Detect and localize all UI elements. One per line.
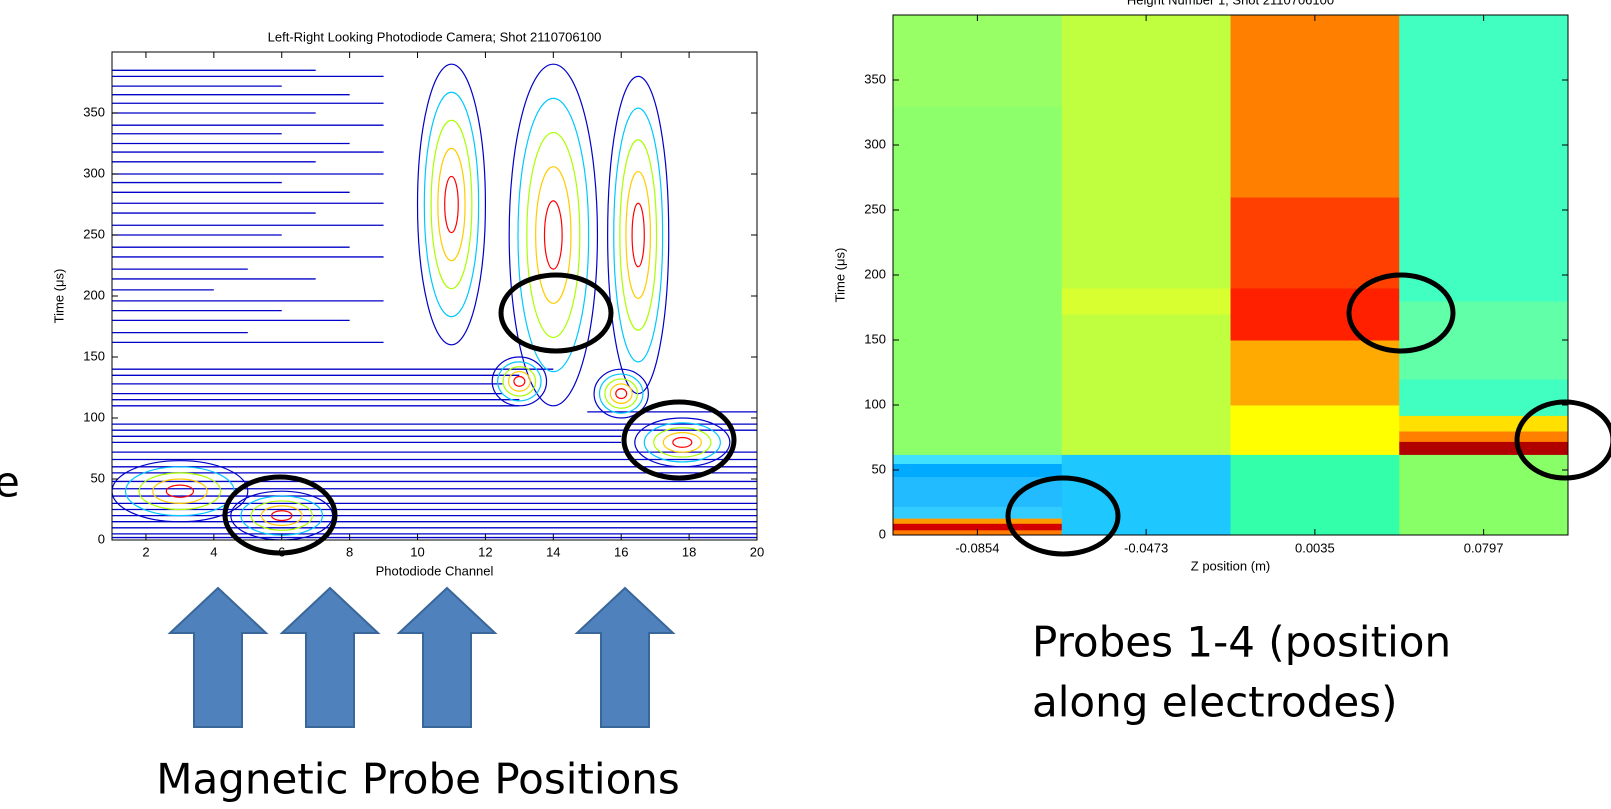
contour-ring <box>673 438 692 448</box>
plot-area <box>893 15 1569 536</box>
y-tick-label: 250 <box>864 201 886 216</box>
y-axis-label: Time (μs) <box>832 248 847 303</box>
y-tick-label: 200 <box>83 287 105 302</box>
heat-cell <box>1399 415 1568 431</box>
probe-arrows <box>170 588 673 727</box>
x-tick-label: 16 <box>614 544 628 559</box>
y-tick-label: 300 <box>864 136 886 151</box>
caption: Magnetic Probe Positions <box>156 755 680 804</box>
arrow <box>577 588 673 727</box>
contour-ring <box>445 176 459 232</box>
contour-ring <box>498 362 541 401</box>
heat-cell <box>893 518 1062 524</box>
y-tick-label: 150 <box>83 348 105 363</box>
y-tick-label: 250 <box>83 226 105 241</box>
heat-cell <box>1399 15 1568 302</box>
contour-ring <box>632 203 644 266</box>
y-axis-label: Time (μs) <box>51 269 66 324</box>
heat-cell <box>893 454 1062 464</box>
x-tick-label: 14 <box>546 544 560 559</box>
contour-ring <box>492 357 546 406</box>
heat-cell <box>1062 314 1231 455</box>
x-tick-label: -0.0854 <box>955 540 999 555</box>
x-tick-label: 18 <box>682 544 696 559</box>
heat-cell <box>1399 379 1568 416</box>
heat-cell <box>1399 441 1568 455</box>
contour-ring <box>536 167 571 304</box>
contour-ring <box>663 433 701 453</box>
text-fragment: e <box>0 458 20 507</box>
contour-plot: 2468101214161820Left-Right Looking Photo… <box>51 29 764 578</box>
highlight-circle <box>501 275 611 351</box>
arrow <box>399 588 495 727</box>
contour-ring <box>614 108 663 362</box>
x-tick-label: 4 <box>210 544 217 559</box>
y-tick-label: 0 <box>879 526 886 541</box>
y-tick-label: 200 <box>864 266 886 281</box>
heat-cell <box>1231 340 1400 406</box>
y-tick-label: 100 <box>83 409 105 424</box>
caption: Probes 1-4 (position <box>1032 618 1451 667</box>
contour-ring <box>527 133 580 338</box>
contour-ring <box>616 389 627 399</box>
x-tick-label: 2 <box>142 544 149 559</box>
x-tick-label: 0.0797 <box>1464 540 1504 555</box>
contour-ring <box>438 148 465 260</box>
contour-ring <box>626 172 650 299</box>
arrow <box>170 588 266 727</box>
contour-ring <box>418 64 486 345</box>
contour-ring <box>424 92 478 316</box>
heat-cell <box>1231 454 1400 535</box>
contour-ring <box>544 201 562 269</box>
x-tick-label: 20 <box>750 544 764 559</box>
contour-ring <box>126 467 235 516</box>
arrow <box>282 588 378 727</box>
plot-area <box>112 64 757 540</box>
x-tick-label: 12 <box>478 544 492 559</box>
contour-ring <box>518 98 589 371</box>
heat-cell <box>1231 405 1400 455</box>
x-tick-label: -0.0473 <box>1124 540 1168 555</box>
x-tick-label: 0.0035 <box>1295 540 1335 555</box>
contour-ring <box>644 423 720 462</box>
y-tick-label: 350 <box>864 71 886 86</box>
chart-title: Height Number 1; Shot 2110706100 <box>1127 0 1334 7</box>
heat-cell <box>893 106 1062 455</box>
heat-cell <box>1231 197 1400 289</box>
y-tick-label: 300 <box>83 165 105 180</box>
heat-cell <box>1399 431 1568 442</box>
y-tick-label: 50 <box>91 470 105 485</box>
x-axis-label: Photodiode Channel <box>376 563 494 578</box>
heat-cell <box>1231 288 1400 341</box>
heat-cell <box>893 506 1062 518</box>
y-tick-label: 350 <box>83 104 105 119</box>
heat-cell <box>1399 301 1568 380</box>
heat-cell <box>1062 15 1231 289</box>
y-tick-label: 100 <box>864 396 886 411</box>
heat-cell <box>1062 454 1231 535</box>
heat-cell <box>893 464 1062 478</box>
contour-ring <box>431 120 472 288</box>
contour-ring <box>509 372 531 392</box>
contour-ring <box>608 76 669 393</box>
heat-cell <box>1231 15 1400 198</box>
heat-cell <box>1399 454 1568 535</box>
heatmap-plot: -0.0854 -0.0473 0.0035 0.0797 Height Number … <box>832 0 1568 573</box>
caption: along electrodes) <box>1032 678 1397 727</box>
x-axis-label: Z position (m) <box>1191 558 1270 573</box>
contour-ring <box>509 64 597 406</box>
x-tick-label: 8 <box>346 544 353 559</box>
contour-ring <box>620 140 657 330</box>
contour-ring <box>610 384 632 404</box>
heat-cell <box>893 15 1062 107</box>
chart-title: Left-Right Looking Photodiode Camera; Sh… <box>268 29 602 44</box>
contour-ring <box>153 479 207 503</box>
x-tick-label: 10 <box>410 544 424 559</box>
y-tick-label: 0 <box>98 531 105 546</box>
contour-ring <box>514 377 525 387</box>
heat-cell <box>1062 288 1231 315</box>
y-tick-label: 150 <box>864 331 886 346</box>
y-tick-label: 50 <box>872 461 886 476</box>
